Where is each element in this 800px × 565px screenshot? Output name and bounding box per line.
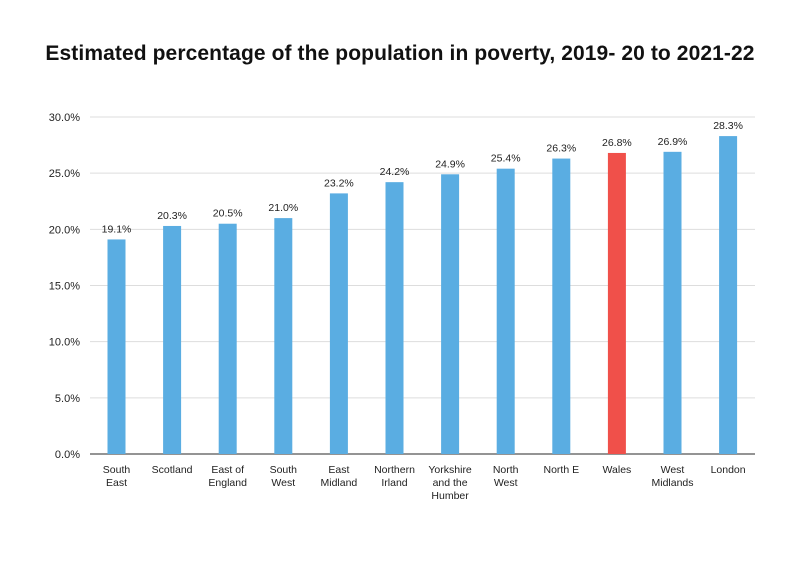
data-label: 19.1% (102, 223, 132, 235)
category-label: North West (493, 464, 519, 489)
bars (107, 136, 738, 455)
bar (218, 223, 237, 454)
bar (719, 136, 738, 454)
bar (163, 225, 182, 454)
category-label: London (711, 464, 746, 476)
category-label: South East (103, 464, 131, 489)
data-label: 26.9% (658, 136, 688, 148)
category-label: Yorkshire and the Humber (428, 464, 472, 502)
category-label: South West (270, 464, 298, 489)
category-label: Scotland (152, 464, 193, 476)
data-label: 28.3% (713, 120, 743, 132)
bar (441, 174, 460, 455)
category-label: Wales (603, 464, 632, 476)
bar (107, 239, 126, 454)
y-tick-label: 30.0% (49, 112, 80, 124)
category-label: North E (543, 464, 579, 476)
category-label: West Midlands (651, 464, 693, 489)
category-label: East of England (208, 464, 247, 489)
bar (607, 152, 626, 455)
data-label: 24.2% (380, 166, 410, 178)
y-tick-label: 15.0% (49, 281, 80, 293)
category-label: Northern Irland (374, 464, 415, 489)
bar (496, 168, 515, 454)
data-label: 26.3% (546, 143, 576, 155)
y-tick-label: 25.0% (49, 168, 80, 180)
y-axis: 0.0% 5.0% 10.0% 15.0% 20.0% 25.0% 30.0% (49, 112, 80, 461)
bar (552, 158, 571, 454)
bar (274, 218, 293, 454)
y-tick-label: 20.0% (49, 224, 80, 236)
data-label: 20.3% (157, 210, 187, 222)
gridlines (90, 116, 755, 455)
data-label: 26.8% (602, 137, 632, 149)
bar (663, 151, 682, 454)
y-tick-label: 0.0% (55, 449, 80, 461)
data-label: 23.2% (324, 177, 354, 189)
y-tick-label: 10.0% (49, 337, 80, 349)
bar (329, 193, 348, 455)
data-labels: 19.1% 20.3% 20.5% 21.0% 23.2% 24.2% 24.9% 25.4%… (102, 120, 743, 235)
data-label: 20.5% (213, 208, 243, 220)
x-axis-labels: South East Scotland East of England South West… (103, 464, 746, 502)
category-label: East Midland (321, 464, 358, 489)
data-label: 21.0% (268, 202, 298, 214)
y-tick-label: 5.0% (55, 393, 80, 405)
data-label: 25.4% (491, 153, 521, 165)
bar (385, 182, 404, 455)
data-label: 24.9% (435, 158, 465, 170)
chart-title: Estimated percentage of the population i… (45, 42, 755, 65)
